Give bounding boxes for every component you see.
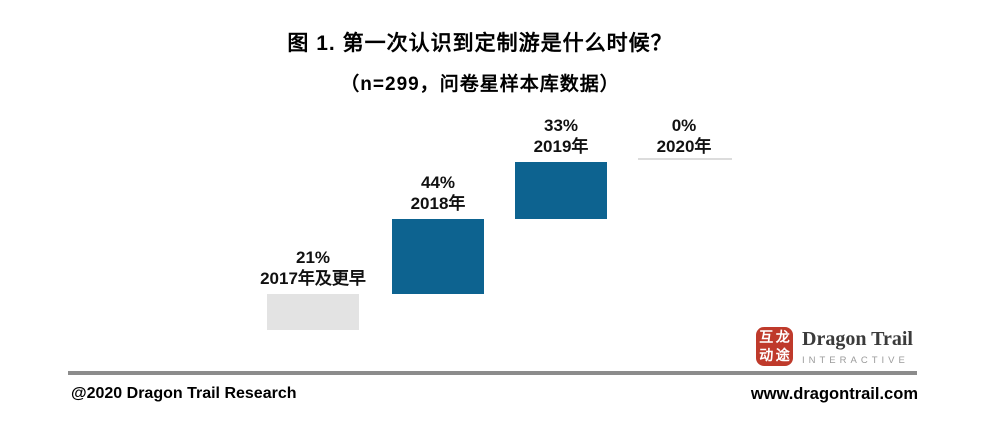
footer-divider bbox=[68, 371, 917, 375]
bar-value-label: 21% bbox=[295, 248, 331, 268]
logo-tagline: INTERACTIVE bbox=[802, 355, 909, 366]
seal-char: 龙 bbox=[775, 329, 790, 346]
bar-value-label: 0% bbox=[671, 116, 697, 136]
chart-title: 图 1. 第一次认识到定制游是什么时候？ bbox=[287, 32, 673, 55]
bar-category-label: 2018年 bbox=[410, 193, 466, 213]
bar-label: 33% 2019年 bbox=[476, 115, 646, 157]
bar-value-label: 44% bbox=[420, 172, 456, 192]
bar-label: 21% 2017年及更早 bbox=[228, 247, 398, 289]
seal-char: 互 bbox=[759, 329, 774, 346]
waterfall-bar bbox=[267, 294, 359, 330]
dragon-trail-logo: 互 龙 动 途 Dragon Trail INTERACTIVE bbox=[756, 325, 936, 367]
logo-name: Dragon Trail bbox=[802, 328, 913, 350]
dragon-trail-seal-icon: 互 龙 动 途 bbox=[756, 327, 793, 366]
logo-text: Dragon Trail INTERACTIVE bbox=[802, 328, 913, 366]
zero-value-line bbox=[638, 158, 732, 161]
bar-value-label: 33% bbox=[543, 116, 579, 136]
chart-title-block: 图 1. 第一次认识到定制游是什么时候？ （n=299，问卷星样本库数据） bbox=[0, 27, 960, 96]
bar-label: 44% 2018年 bbox=[353, 172, 523, 214]
bar-label: 0% 2020年 bbox=[599, 115, 769, 157]
chart-subtitle: （n=299，问卷星样本库数据） bbox=[340, 74, 620, 95]
waterfall-bar bbox=[515, 162, 607, 219]
bar-category-label: 2020年 bbox=[656, 137, 712, 157]
footer-website-url: www.dragontrail.com bbox=[750, 385, 918, 403]
footer-copyright: @2020 Dragon Trail Research bbox=[71, 385, 297, 402]
bar-category-label: 2017年及更早 bbox=[260, 269, 366, 289]
bar-category-label: 2019年 bbox=[533, 137, 589, 157]
seal-char: 途 bbox=[775, 346, 790, 363]
waterfall-bar bbox=[392, 218, 484, 295]
seal-char: 动 bbox=[759, 346, 774, 363]
